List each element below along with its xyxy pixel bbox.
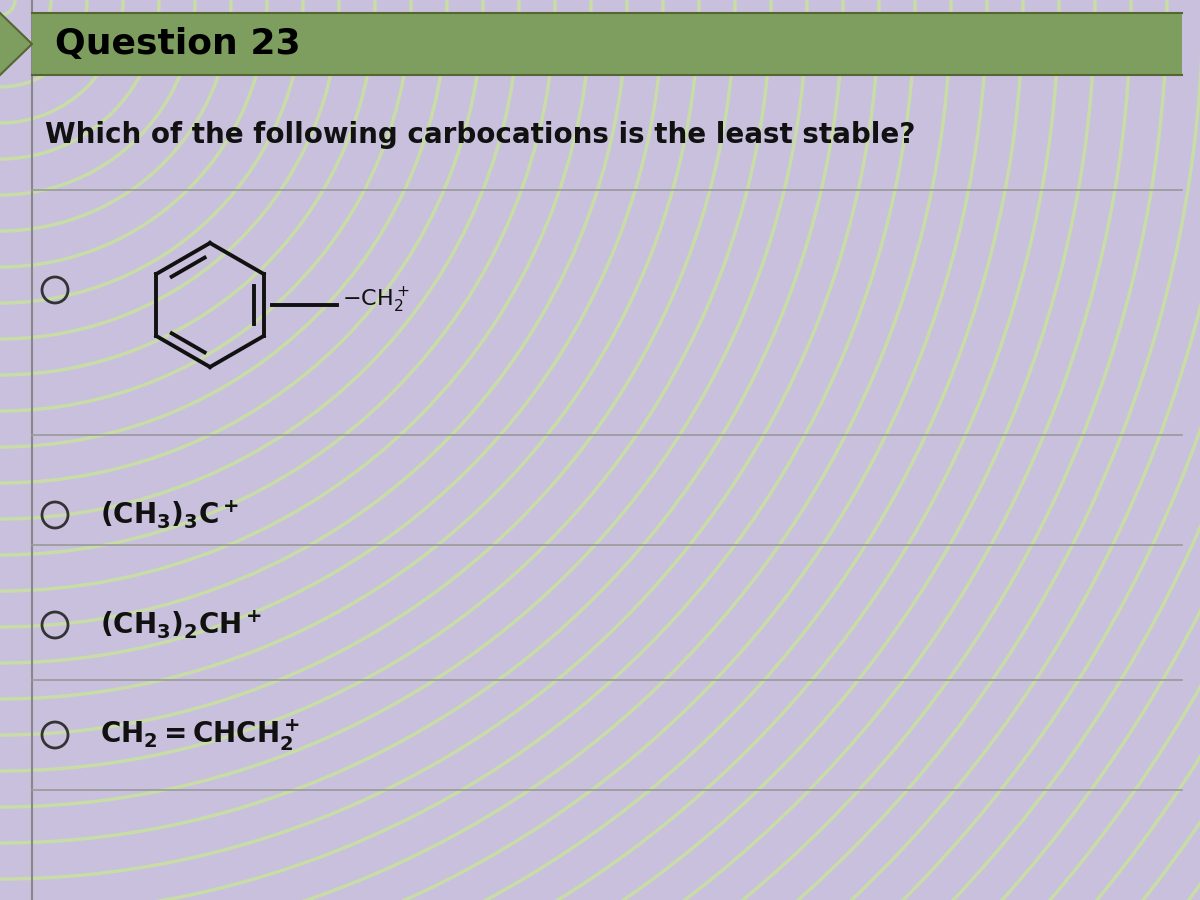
Text: $\mathdefault{CH_2{=}CHCH_2^+}$: $\mathdefault{CH_2{=}CHCH_2^+}$ [100, 717, 300, 753]
Text: $\mathdefault{(CH_3)_2CH^+}$: $\mathdefault{(CH_3)_2CH^+}$ [100, 608, 262, 642]
Text: Which of the following carbocations is the least stable?: Which of the following carbocations is t… [46, 121, 916, 149]
Text: Question 23: Question 23 [55, 27, 301, 61]
Polygon shape [0, 13, 32, 75]
Text: $\mathdefault{(CH_3)_3C^+}$: $\mathdefault{(CH_3)_3C^+}$ [100, 499, 239, 531]
Bar [32, 13, 1182, 75]
Text: $\mathdefault{-CH_2^+}$: $\mathdefault{-CH_2^+}$ [342, 285, 409, 315]
